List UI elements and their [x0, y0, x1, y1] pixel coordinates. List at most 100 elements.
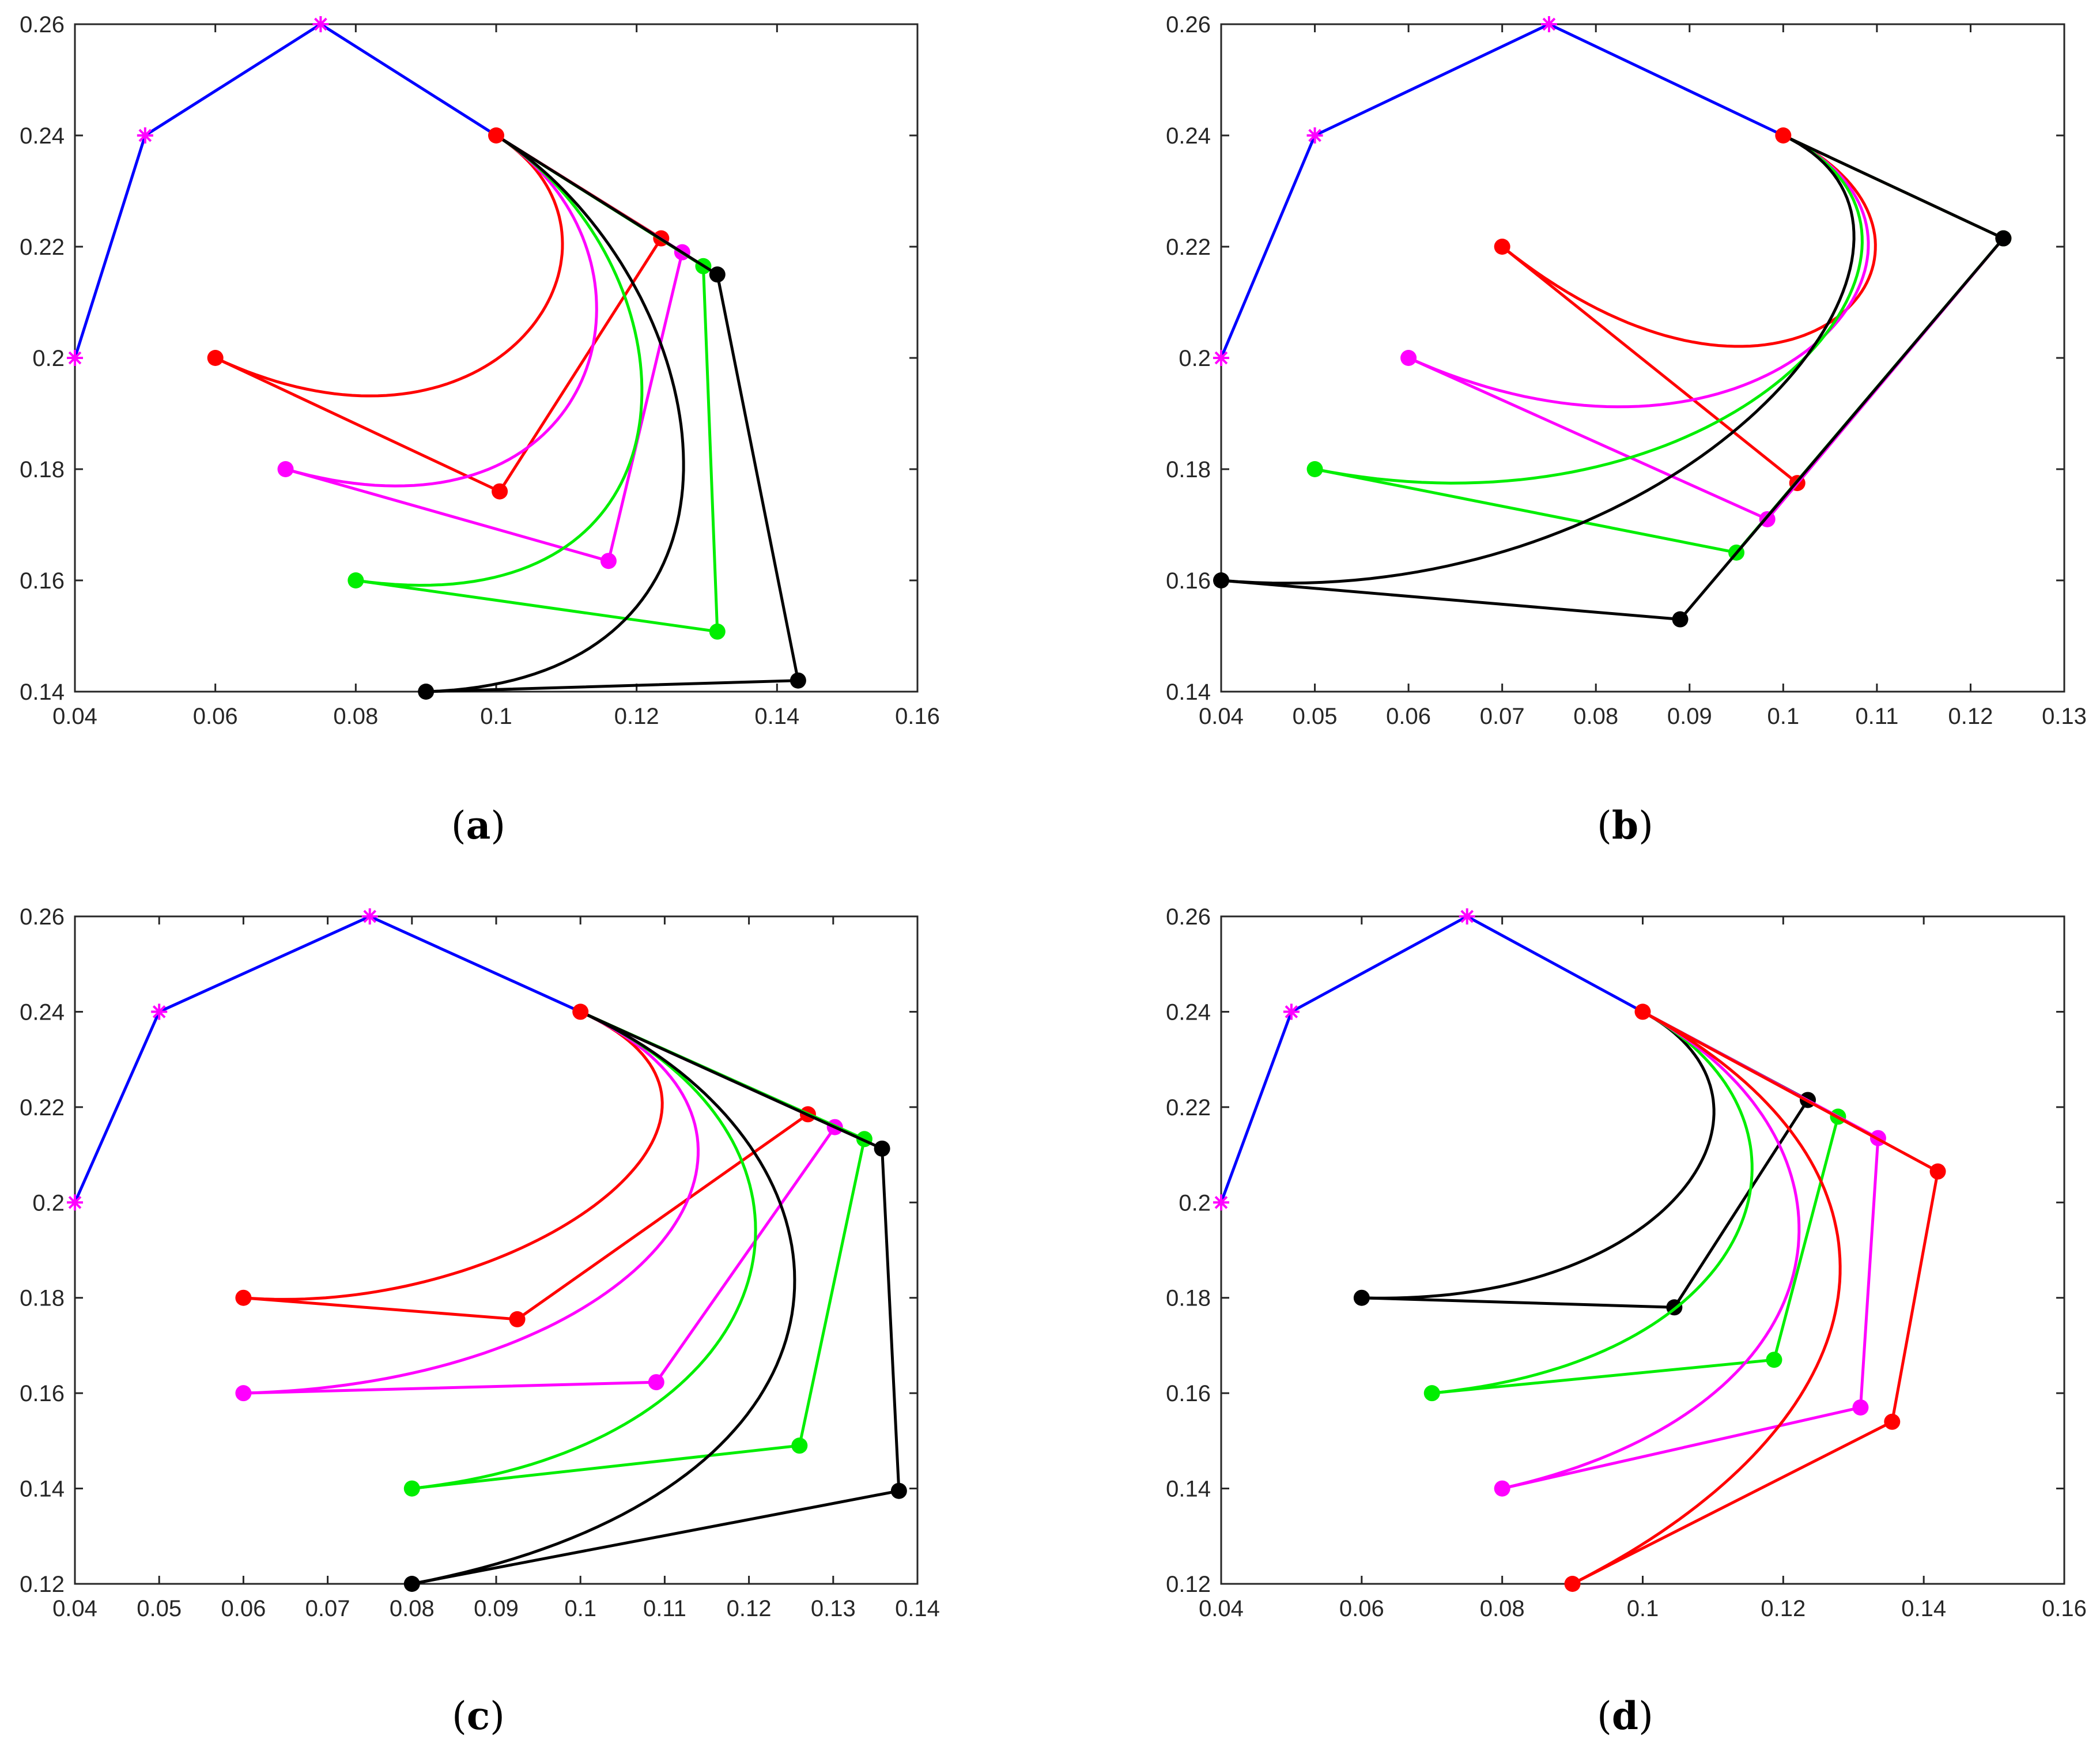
y-tick-label: 0.24: [1166, 123, 1211, 149]
shared-junction-point: [572, 1003, 589, 1020]
asterisk-marker: [67, 1194, 83, 1211]
x-tick-label: 0.05: [1293, 704, 1338, 729]
control-point-red: [235, 1289, 252, 1306]
x-tick-label: 0.14: [754, 704, 799, 729]
control-point-magenta: [648, 1374, 664, 1391]
y-tick-label: 0.16: [20, 568, 65, 594]
y-tick-label: 0.12: [1166, 1572, 1211, 1597]
control-point-red: [1494, 239, 1510, 255]
control-point-green: [1423, 1385, 1440, 1402]
y-tick-label: 0.18: [1166, 1286, 1211, 1311]
y-tick-label: 0.14: [20, 680, 65, 705]
x-tick-label: 0.16: [895, 704, 940, 729]
y-tick-label: 0.22: [20, 235, 65, 260]
control-point-magenta: [1400, 350, 1417, 366]
asterisk-marker: [1540, 16, 1557, 32]
curve-black: [426, 134, 685, 693]
curve-red: [243, 1010, 664, 1301]
x-tick-label: 0.1: [1767, 704, 1800, 729]
x-tick-label: 0.08: [1480, 1596, 1525, 1621]
asterisk-marker: [1459, 908, 1475, 924]
curve-black: [1361, 1010, 1716, 1300]
control-point-red: [509, 1311, 526, 1327]
x-tick-label: 0.08: [333, 704, 378, 729]
x-tick-label: 0.09: [474, 1596, 519, 1621]
x-tick-label: 0.06: [1386, 704, 1431, 729]
panel-caption: (b): [1597, 803, 1653, 848]
panel-a: 0.04 0.06 0.08 0.1 0.12 0.14 0.16 0.14 0.16 0.18 0…: [20, 12, 940, 848]
curve-magenta: [285, 134, 598, 488]
x-tick-label: 0.04: [1199, 1596, 1244, 1621]
asterisk-marker: [1213, 1194, 1229, 1211]
y-tick-label: 0.26: [1166, 12, 1211, 37]
y-tick-label: 0.14: [1166, 680, 1211, 705]
shared-junction-point: [488, 127, 504, 144]
control-point-magenta: [1494, 1480, 1510, 1497]
y-tick-label: 0.24: [20, 999, 65, 1025]
control-point-red: [1564, 1576, 1581, 1592]
x-tick-label: 0.06: [193, 704, 238, 729]
control-point-green: [1306, 461, 1323, 477]
x-tick-label: 0.08: [1573, 704, 1618, 729]
curve-green: [1432, 1010, 1754, 1395]
x-tick-label: 0.11: [643, 1596, 686, 1621]
asterisk-marker: [137, 127, 153, 144]
curve-magenta: [243, 1010, 700, 1395]
fixed-control-polygon: [1219, 22, 1784, 358]
control-polygon-black: [411, 1010, 901, 1586]
y-tick-label: 0.18: [1166, 457, 1211, 482]
control-point-black: [709, 266, 726, 283]
control-point-green: [709, 623, 726, 640]
control-point-red: [207, 350, 224, 366]
x-tick-label: 0.14: [895, 1596, 940, 1621]
y-tick-label: 0.18: [20, 1286, 65, 1311]
control-point-magenta: [600, 553, 617, 569]
x-tick-label: 0.04: [1199, 704, 1244, 729]
control-point-black: [1213, 572, 1229, 588]
control-polygon-black: [426, 134, 800, 693]
y-tick-label: 0.18: [20, 457, 65, 482]
x-tick-label: 0.13: [2042, 704, 2087, 729]
y-tick-label: 0.14: [20, 1477, 65, 1502]
y-tick-label: 0.2: [32, 346, 65, 371]
panel-d: 0.04 0.06 0.08 0.1 0.12 0.14 0.16 0.12 0.14 0.16 0…: [1166, 904, 2087, 1738]
control-point-magenta: [1852, 1399, 1869, 1416]
x-tick-label: 0.07: [1480, 704, 1525, 729]
x-tick-label: 0.1: [480, 704, 512, 729]
x-tick-label: 0.04: [52, 704, 97, 729]
asterisk-marker: [1213, 350, 1229, 366]
asterisk-marker: [1283, 1003, 1300, 1020]
asterisk-marker: [1306, 127, 1323, 144]
y-tick-label: 0.24: [1166, 999, 1211, 1025]
curve-black: [411, 1010, 796, 1586]
x-tick-label: 0.12: [1948, 704, 1993, 729]
y-tick-label: 0.22: [20, 1095, 65, 1120]
control-polygon-black: [1221, 134, 2006, 621]
x-tick-label: 0.16: [2042, 1596, 2087, 1621]
y-tick-label: 0.22: [1166, 1095, 1211, 1120]
curve-green: [355, 134, 644, 587]
control-point-red: [1929, 1163, 1946, 1180]
x-tick-label: 0.13: [811, 1596, 856, 1621]
y-tick-label: 0.12: [20, 1572, 65, 1597]
control-point-black: [418, 684, 435, 700]
curve-red: [214, 134, 564, 398]
y-tick-label: 0.2: [1179, 1190, 1211, 1216]
x-tick-label: 0.06: [221, 1596, 266, 1621]
x-tick-label: 0.06: [1339, 1596, 1384, 1621]
y-tick-label: 0.16: [20, 1381, 65, 1406]
panel-b: 0.04 0.05 0.06 0.07 0.08 0.09 0.1 0.11 0.12 0.13 0…: [1166, 12, 2087, 848]
x-tick-label: 0.1: [1627, 1596, 1659, 1621]
panel-caption: (a): [451, 803, 505, 848]
shared-junction-point: [1775, 127, 1792, 144]
asterisk-marker: [67, 350, 83, 366]
control-point-green: [1766, 1352, 1782, 1368]
panel-c: 0.04 0.05 0.06 0.07 0.08 0.09 0.1 0.11 0.12 0.13 0…: [20, 904, 940, 1738]
control-point-black: [1672, 611, 1689, 628]
x-tick-label: 0.12: [727, 1596, 772, 1621]
control-point-green: [403, 1480, 420, 1497]
curve-green: [1315, 134, 1864, 485]
y-tick-label: 0.22: [1166, 235, 1211, 260]
asterisk-marker: [361, 908, 378, 924]
